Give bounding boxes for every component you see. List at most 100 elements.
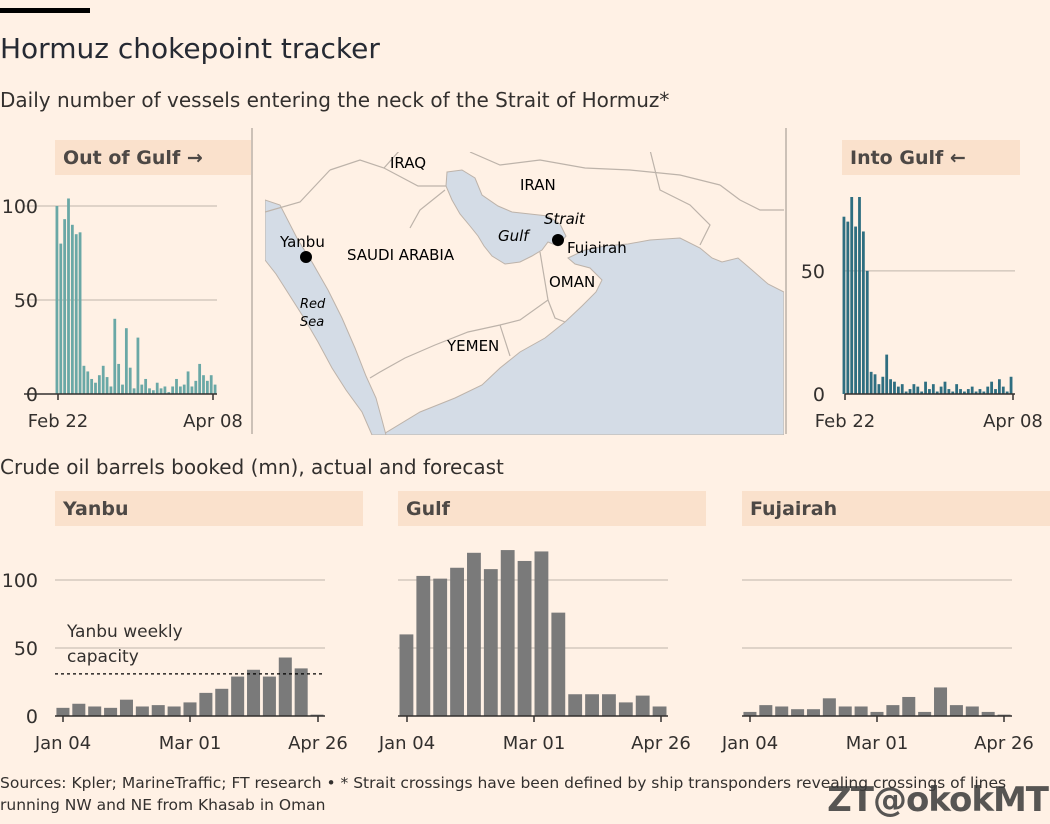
out-panel-title: Out of Gulf → — [63, 147, 203, 169]
yanbu-y-tick-label: 0 — [26, 706, 38, 728]
fujairah-bar — [965, 706, 979, 716]
out-y-tick-label: 0 — [26, 384, 38, 406]
out-bar — [213, 384, 217, 394]
in-bar — [865, 270, 869, 394]
out-bar — [136, 337, 140, 394]
fujairah-bar — [854, 706, 868, 716]
in-bar — [1001, 386, 1005, 394]
in-bar — [986, 386, 990, 394]
in-bar — [978, 389, 982, 394]
gulf-bar — [399, 634, 414, 716]
fujairah-bar — [838, 706, 852, 716]
in-bar — [869, 371, 873, 394]
out-bar — [90, 378, 94, 394]
out-bar — [190, 386, 194, 394]
out-bar — [132, 388, 136, 394]
out-bar — [117, 363, 121, 394]
in-bar — [931, 384, 935, 394]
gulf-bar — [467, 552, 481, 716]
out-bar — [167, 392, 171, 394]
gulf-bar — [568, 694, 583, 716]
yanbu-y-tick-label: 50 — [14, 638, 38, 660]
yanbu-y-tick-label: 100 — [2, 570, 38, 592]
in-bar — [877, 384, 881, 394]
gulf-x-tick-label: Mar 01 — [503, 733, 566, 754]
in-bar — [916, 386, 920, 394]
gulf-bar — [450, 567, 464, 716]
yanbu-x-tick-label: Jan 04 — [34, 733, 91, 754]
in-y-tick-label: 50 — [801, 261, 825, 283]
in-bar — [908, 389, 912, 394]
out-bar — [67, 198, 70, 394]
out-bar — [209, 375, 213, 394]
yanbu-bar — [88, 706, 102, 716]
yanbu-bar — [104, 707, 118, 716]
out-x-tick-label: Feb 22 — [28, 411, 89, 432]
in-bar — [904, 391, 908, 394]
gulf-bar — [551, 612, 566, 716]
in-y-tick-label: 0 — [813, 384, 825, 406]
fujairah-bar — [822, 698, 836, 716]
out-bar — [163, 386, 167, 394]
page-title: Hormuz chokepoint tracker — [0, 32, 380, 65]
in-bar — [850, 197, 854, 394]
yanbu-reference-label-1: Yanbu weekly — [66, 622, 183, 642]
gulf-bar — [602, 694, 616, 716]
out-bar — [128, 367, 132, 394]
in-bar — [920, 391, 924, 394]
left-divider — [251, 128, 253, 434]
brand-bar — [0, 8, 90, 13]
out-bar — [151, 390, 155, 394]
yanbu-bar — [72, 703, 86, 716]
yanbu-reference-label-2: capacity — [67, 647, 139, 667]
in-bar — [889, 379, 892, 394]
fujairah-bar — [743, 711, 757, 716]
in-bar — [959, 389, 962, 394]
fujairah-x-tick-label: Jan 04 — [721, 733, 778, 754]
out-bar — [144, 378, 148, 394]
out-bar — [105, 377, 109, 394]
out-y-tick-label: 50 — [14, 290, 38, 312]
right-divider — [785, 128, 787, 434]
out-bar — [109, 386, 113, 394]
yanbu-bar — [151, 705, 165, 716]
out-bar — [63, 219, 67, 394]
in-bar — [873, 374, 877, 394]
gulf-panel-title: Gulf — [406, 498, 451, 520]
fujairah-bar — [934, 687, 948, 716]
gulf-bar — [585, 694, 599, 716]
out-bar — [171, 386, 175, 394]
out-bar — [202, 375, 205, 394]
yanbu-x-tick-label: Mar 01 — [159, 733, 222, 754]
in-bar — [963, 391, 966, 394]
in-bar — [974, 391, 978, 394]
in-bar — [990, 381, 994, 394]
gulf-bar — [534, 551, 549, 716]
in-bar — [1005, 391, 1009, 394]
out-bar — [178, 386, 182, 394]
yanbu-bar — [278, 657, 292, 716]
fujairah-bar — [775, 706, 789, 716]
yanbu-bar — [294, 668, 308, 716]
in-bar — [858, 197, 861, 394]
gulf-header-bg — [398, 491, 706, 526]
yanbu-bar — [167, 706, 181, 716]
out-bar — [159, 388, 163, 394]
fujairah-x-tick-label: Mar 01 — [846, 733, 909, 754]
in-x-tick-label: Apr 08 — [983, 411, 1043, 432]
in-bar — [939, 386, 943, 394]
in-bar — [935, 391, 939, 394]
out-bar — [94, 382, 97, 394]
out-x-tick-label: Apr 08 — [183, 411, 243, 432]
gulf-bar — [517, 560, 532, 716]
fujairah-panel-title: Fujairah — [750, 498, 837, 520]
gulf-bar — [433, 578, 448, 716]
gulf-bar — [483, 569, 498, 716]
yanbu-bar — [231, 676, 245, 716]
in-bar — [854, 226, 858, 394]
out-bar — [186, 371, 190, 394]
out-bar — [121, 384, 124, 394]
in-bar — [881, 376, 885, 394]
yanbu-x-tick-label: Apr 26 — [288, 733, 348, 754]
